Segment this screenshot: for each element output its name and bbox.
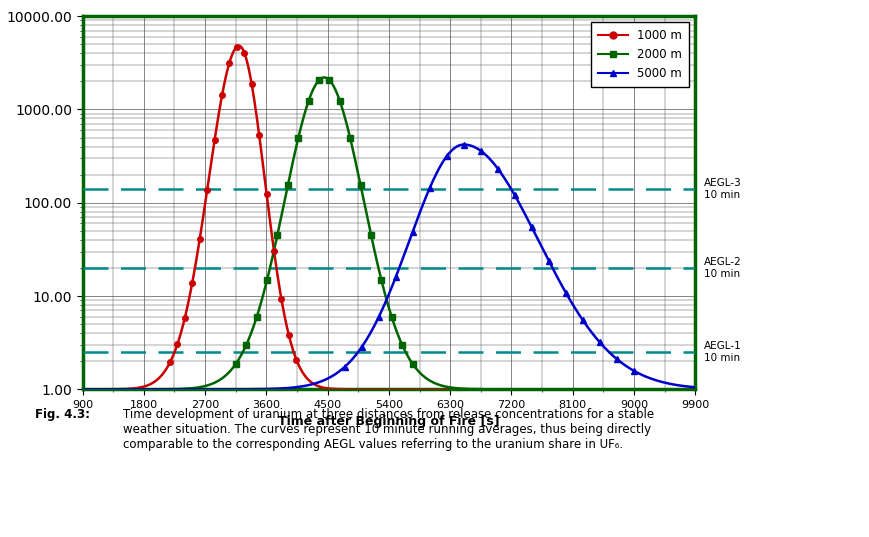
Text: AEGL-2
10 min: AEGL-2 10 min	[704, 257, 741, 279]
Text: Time development of uranium at three distances from release concentrations for a: Time development of uranium at three dis…	[123, 408, 654, 451]
Text: AEGL-1
10 min: AEGL-1 10 min	[704, 342, 741, 363]
X-axis label: Time after Beginning of Fire [s]: Time after Beginning of Fire [s]	[278, 415, 500, 429]
Text: Fig. 4.3:: Fig. 4.3:	[35, 408, 90, 421]
Text: AEGL-3
10 min: AEGL-3 10 min	[704, 178, 741, 200]
Legend: 1000 m, 2000 m, 5000 m: 1000 m, 2000 m, 5000 m	[591, 22, 689, 87]
